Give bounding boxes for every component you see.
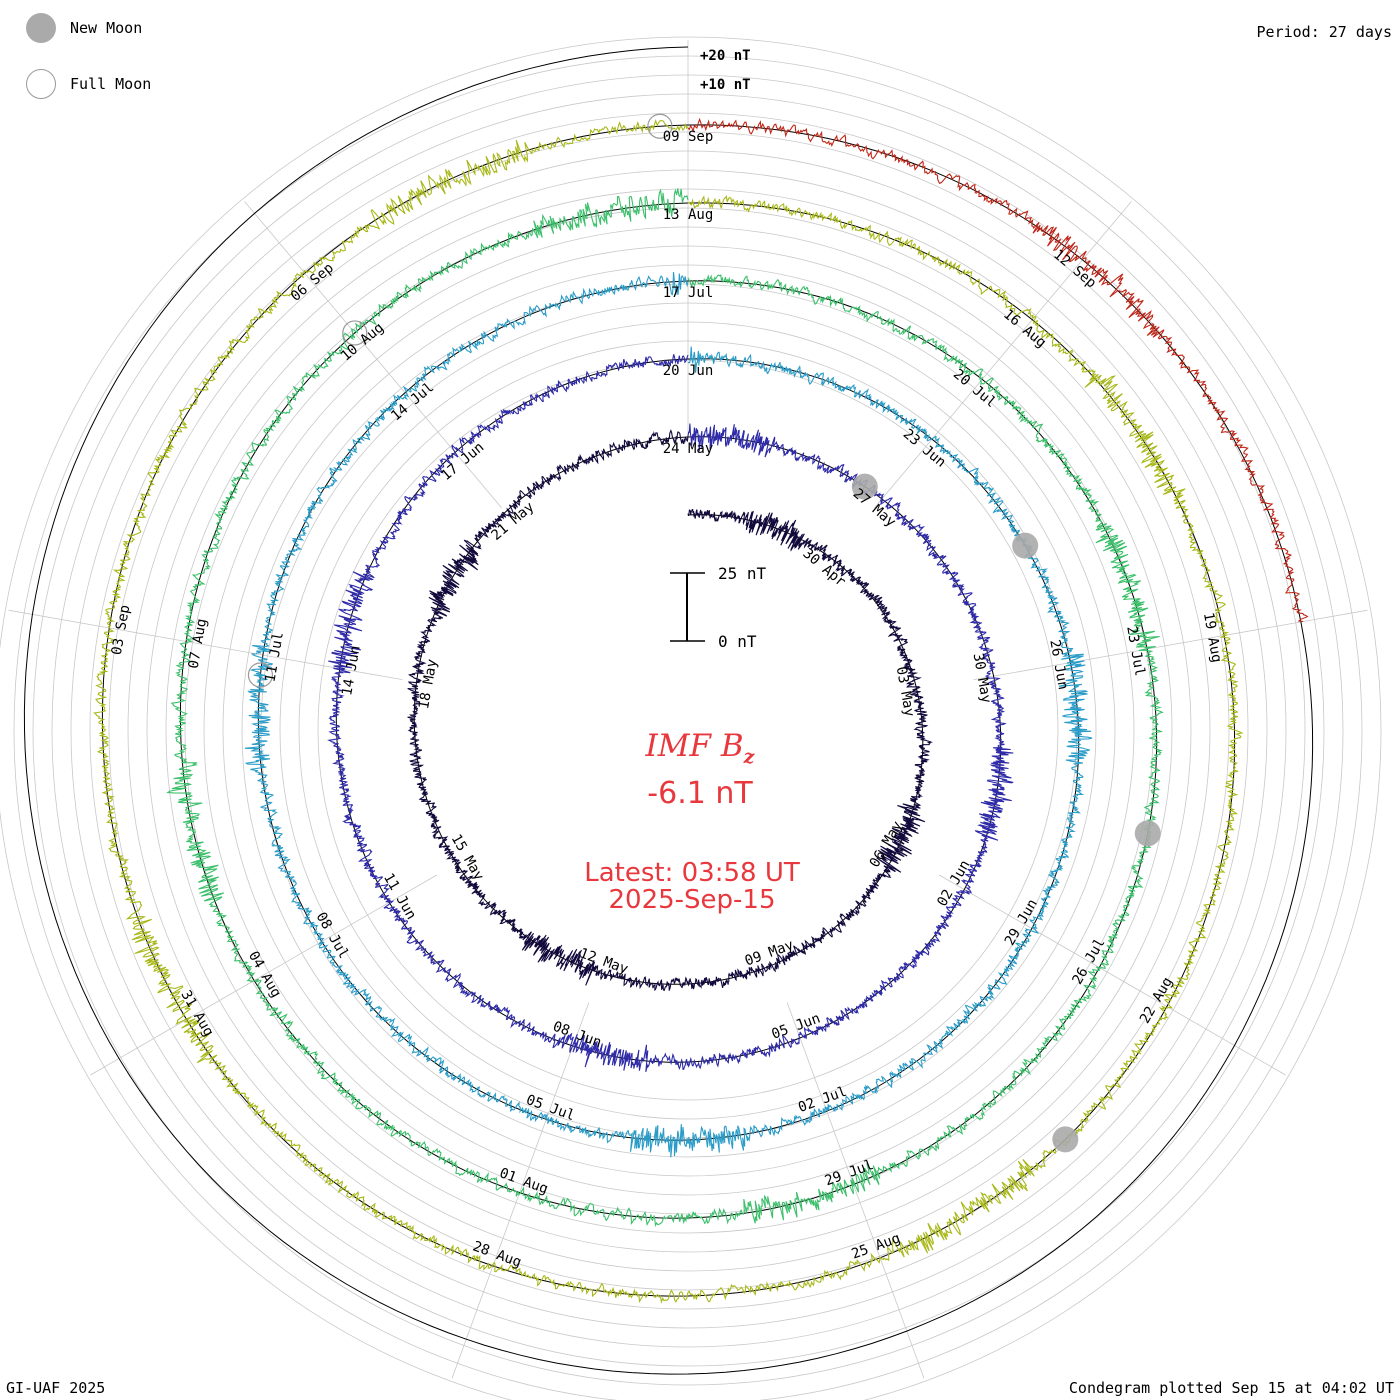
moon-markers [247,113,1161,1153]
legend-full-moon-label: Full Moon [70,75,152,93]
parameter-subscript: z [743,746,755,769]
full-moon-icon [26,69,56,99]
date-label: 17 Jul [663,285,714,301]
series-line-6 [687,117,1309,623]
scale-bar [670,572,705,642]
legend-full-moon: Full Moon [26,69,151,99]
legend-new-moon-label: New Moon [70,19,143,37]
grid-spoke [786,1002,925,1379]
new-moon-icon [26,13,56,43]
scale-bottom-label: 0 nT [718,632,757,651]
new-moon-marker [1052,1126,1079,1153]
new-moon-marker [1134,820,1161,847]
new-moon-marker [851,473,878,500]
date-label: 02 Jul [796,1084,849,1116]
date-label: 09 Sep [663,129,714,145]
full-moon-marker [342,320,368,346]
grid-spoke [874,201,1132,509]
grid-ring [0,36,1382,1400]
scale-top-label: 25 nT [718,564,767,583]
grid-spoke [90,874,438,1076]
reference-spokes [8,40,1368,1379]
date-label: 24 May [663,441,714,457]
grid-spoke [938,874,1286,1076]
series-line-1 [407,429,934,992]
series-line-5 [93,119,1244,1304]
legend-new-moon: New Moon [26,13,142,43]
full-moon-marker [647,113,673,139]
parameter-title: IMF Bz [0,728,1400,768]
credit-label: GI-UAF 2025 [6,1379,106,1397]
grid-spoke [8,609,403,681]
date-label: 28 Aug [470,1239,523,1271]
date-label: 29 Jul [823,1157,876,1189]
date-label: 05 Jun [769,1010,822,1042]
new-moon-marker [1012,532,1039,559]
period-label: Period: 27 days [1256,23,1392,41]
ring-ref-plus10: +10 nT [700,77,751,93]
grid-spoke [451,1002,590,1379]
latest-date: 2025-Sep-15 [608,885,776,915]
date-label: 26 Jun [1046,638,1071,691]
date-label: 20 Jun [663,363,714,379]
full-moon-marker [247,662,274,688]
current-value: -6.1 nT [647,776,753,811]
ring-ref-plus20: +20 nT [700,48,751,64]
latest-time: Latest: 03:58 UT [584,858,800,888]
plotted-label: Condegram plotted Sep 15 at 04:02 UT [1068,1379,1394,1397]
reference-rings [0,36,1382,1400]
date-label: 13 Aug [663,207,714,223]
parameter-name: IMF B [645,728,744,764]
grid-spoke [244,201,502,509]
series-line-4 [166,188,1164,1227]
date-label: 30 May [970,652,995,705]
latest-timestamp: Latest: 03:58 UT 2025-Sep-15 [0,860,1392,914]
series-line-2 [327,354,1014,1073]
